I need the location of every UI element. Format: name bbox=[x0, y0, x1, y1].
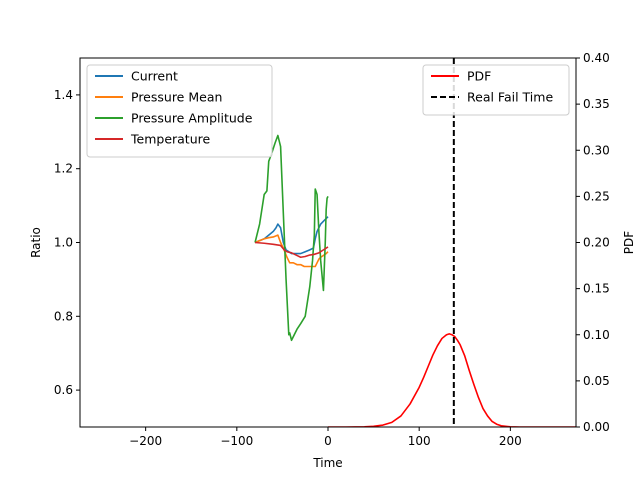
y-right-tick-label: 0.40 bbox=[583, 51, 610, 65]
legend-label: Pressure Amplitude bbox=[131, 111, 253, 126]
y-axis-right: 0.00 0.05 0.10 0.15 0.20 0.25 0.30 0.35 0.40 bbox=[576, 51, 610, 434]
legend-label: Real Fail Time bbox=[467, 90, 553, 105]
x-tick-label: −100 bbox=[220, 434, 253, 448]
y-right-tick-label: 0.25 bbox=[583, 189, 610, 203]
pressure-mean-line bbox=[254, 234, 329, 268]
y-right-tick-label: 0.05 bbox=[583, 374, 610, 388]
pdf-line bbox=[328, 333, 576, 427]
y-right-tick-label: 0.35 bbox=[583, 97, 610, 111]
x-tick-label: 0 bbox=[324, 434, 332, 448]
y-left-tick-label: 1.4 bbox=[54, 88, 73, 102]
y-right-tick-label: 0.10 bbox=[583, 328, 610, 342]
x-axis-label: Time bbox=[312, 456, 342, 470]
y-right-tick-label: 0.30 bbox=[583, 143, 610, 157]
x-axis: −200 −100 0 100 200 bbox=[129, 427, 522, 448]
y-left-tick-label: 0.6 bbox=[54, 383, 73, 397]
x-tick-label: 200 bbox=[499, 434, 522, 448]
legend-label: Current bbox=[131, 69, 178, 84]
legend-box bbox=[422, 64, 570, 116]
legend-label: Temperature bbox=[130, 132, 210, 147]
legend-box bbox=[86, 64, 273, 158]
y-right-tick-label: 0.20 bbox=[583, 236, 610, 250]
y-right-tick-label: 0.00 bbox=[583, 420, 610, 434]
y-axis-left-label: Ratio bbox=[29, 227, 43, 258]
y-left-tick-label: 1.0 bbox=[54, 236, 73, 250]
y-right-tick-label: 0.15 bbox=[583, 282, 610, 296]
x-tick-label: −200 bbox=[129, 434, 162, 448]
current-line bbox=[254, 216, 329, 255]
legend-left: Current Pressure Mean Pressure Amplitude Te… bbox=[86, 64, 273, 158]
legend-label: PDF bbox=[467, 69, 491, 84]
legend-right: PDF Real Fail Time bbox=[422, 64, 570, 116]
y-axis-right-label: PDF bbox=[622, 231, 636, 254]
y-left-tick-label: 1.2 bbox=[54, 162, 73, 176]
temperature-line bbox=[254, 241, 329, 259]
y-left-tick-label: 0.8 bbox=[54, 309, 73, 323]
legend-label: Pressure Mean bbox=[131, 90, 222, 105]
x-tick-label: 100 bbox=[408, 434, 431, 448]
y-axis-left: 0.6 0.8 1.0 1.2 1.4 bbox=[54, 88, 80, 397]
